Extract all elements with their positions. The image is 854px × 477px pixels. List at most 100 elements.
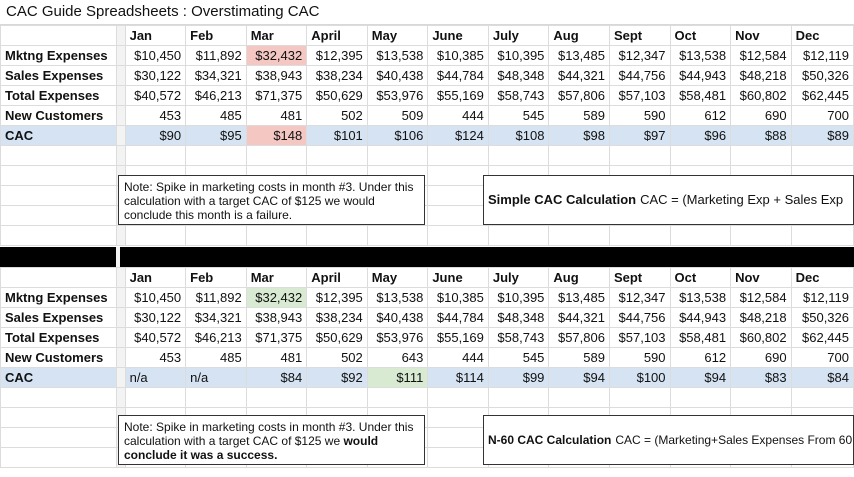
data-cell[interactable]: $106: [366, 125, 429, 146]
empty-cell[interactable]: [0, 427, 117, 448]
row-label[interactable]: CAC: [0, 125, 117, 146]
data-cell[interactable]: $44,321: [548, 65, 610, 86]
month-header[interactable]: July: [487, 25, 550, 46]
data-cell[interactable]: $44,784: [427, 307, 489, 328]
data-cell[interactable]: $89: [790, 125, 854, 146]
empty-cell[interactable]: [730, 145, 792, 166]
row-label[interactable]: Mktng Expenses: [0, 45, 117, 66]
empty-cell[interactable]: [548, 387, 610, 408]
empty-cell[interactable]: [0, 407, 117, 428]
data-cell[interactable]: 502: [306, 105, 368, 126]
data-cell[interactable]: $34,321: [185, 65, 247, 86]
data-cell[interactable]: $44,943: [669, 65, 732, 86]
empty-cell[interactable]: [730, 387, 792, 408]
data-cell[interactable]: 612: [669, 347, 732, 368]
data-cell[interactable]: $10,385: [427, 287, 489, 308]
empty-cell[interactable]: [245, 145, 308, 166]
empty-cell[interactable]: [487, 387, 550, 408]
month-header[interactable]: Jan: [124, 25, 187, 46]
row-label[interactable]: Sales Expenses: [0, 307, 117, 328]
data-cell[interactable]: $88: [730, 125, 792, 146]
data-cell[interactable]: $60,802: [730, 85, 792, 106]
data-cell[interactable]: $71,375: [245, 85, 308, 106]
data-cell[interactable]: $46,213: [185, 327, 247, 348]
empty-cell[interactable]: [366, 225, 429, 246]
month-header[interactable]: June: [427, 25, 489, 46]
row-label[interactable]: CAC: [0, 367, 117, 388]
empty-cell[interactable]: [185, 225, 247, 246]
data-cell[interactable]: $40,438: [366, 65, 429, 86]
row-label[interactable]: New Customers: [0, 347, 117, 368]
month-header[interactable]: Dec: [790, 267, 854, 288]
month-header[interactable]: Mar: [245, 267, 308, 288]
data-cell[interactable]: $11,892: [185, 287, 247, 308]
data-cell[interactable]: $148: [245, 125, 308, 146]
empty-cell[interactable]: [608, 145, 671, 166]
data-cell[interactable]: $38,943: [245, 307, 308, 328]
corner-cell[interactable]: [0, 267, 117, 288]
month-header[interactable]: Sept: [608, 267, 671, 288]
data-cell[interactable]: 643: [366, 347, 429, 368]
empty-cell[interactable]: [427, 145, 489, 166]
empty-cell[interactable]: [0, 145, 117, 166]
data-cell[interactable]: $44,756: [608, 65, 671, 86]
data-cell[interactable]: $55,169: [427, 327, 489, 348]
data-cell[interactable]: $11,892: [185, 45, 247, 66]
data-cell[interactable]: $48,218: [730, 65, 792, 86]
data-cell[interactable]: $50,629: [306, 327, 368, 348]
data-cell[interactable]: $44,321: [548, 307, 610, 328]
data-cell[interactable]: $13,538: [366, 287, 429, 308]
empty-cell[interactable]: [0, 225, 117, 246]
month-header[interactable]: Nov: [730, 267, 792, 288]
data-cell[interactable]: $12,347: [608, 287, 671, 308]
data-cell[interactable]: $10,395: [487, 287, 550, 308]
data-cell[interactable]: $38,234: [306, 307, 368, 328]
data-cell[interactable]: $44,756: [608, 307, 671, 328]
data-cell[interactable]: $30,122: [124, 65, 187, 86]
data-cell[interactable]: 700: [790, 347, 854, 368]
month-header[interactable]: July: [487, 267, 550, 288]
data-cell[interactable]: $108: [487, 125, 550, 146]
data-cell[interactable]: n/a: [124, 367, 187, 388]
empty-cell[interactable]: [0, 387, 117, 408]
data-cell[interactable]: $90: [124, 125, 187, 146]
empty-cell[interactable]: [608, 387, 671, 408]
empty-cell[interactable]: [427, 387, 489, 408]
data-cell[interactable]: $44,784: [427, 65, 489, 86]
data-cell[interactable]: $84: [790, 367, 854, 388]
data-cell[interactable]: $57,806: [548, 327, 610, 348]
month-header[interactable]: Dec: [790, 25, 854, 46]
data-cell[interactable]: $58,743: [487, 327, 550, 348]
empty-cell[interactable]: [124, 145, 187, 166]
data-cell[interactable]: 481: [245, 347, 308, 368]
month-header[interactable]: Feb: [185, 267, 247, 288]
data-cell[interactable]: 485: [185, 105, 247, 126]
corner-cell[interactable]: [0, 25, 117, 46]
data-cell[interactable]: $57,103: [608, 85, 671, 106]
month-header[interactable]: June: [427, 267, 489, 288]
data-cell[interactable]: $48,218: [730, 307, 792, 328]
empty-cell[interactable]: [487, 225, 550, 246]
month-header[interactable]: Jan: [124, 267, 187, 288]
empty-cell[interactable]: [608, 225, 671, 246]
row-label[interactable]: Mktng Expenses: [0, 287, 117, 308]
data-cell[interactable]: 690: [730, 105, 792, 126]
month-header[interactable]: May: [366, 25, 429, 46]
data-cell[interactable]: 444: [427, 105, 489, 126]
row-label[interactable]: Total Expenses: [0, 85, 117, 106]
data-cell[interactable]: 502: [306, 347, 368, 368]
data-cell[interactable]: 545: [487, 347, 550, 368]
data-cell[interactable]: $13,485: [548, 45, 610, 66]
data-cell[interactable]: $62,445: [790, 85, 854, 106]
empty-cell[interactable]: [669, 387, 732, 408]
empty-cell[interactable]: [730, 225, 792, 246]
data-cell[interactable]: $38,943: [245, 65, 308, 86]
data-cell[interactable]: $53,976: [366, 327, 429, 348]
empty-cell[interactable]: [427, 407, 489, 428]
data-cell[interactable]: $50,326: [790, 65, 854, 86]
data-cell[interactable]: $57,103: [608, 327, 671, 348]
empty-cell[interactable]: [366, 145, 429, 166]
data-cell[interactable]: 485: [185, 347, 247, 368]
data-cell[interactable]: $48,348: [487, 65, 550, 86]
data-cell[interactable]: $99: [487, 367, 550, 388]
